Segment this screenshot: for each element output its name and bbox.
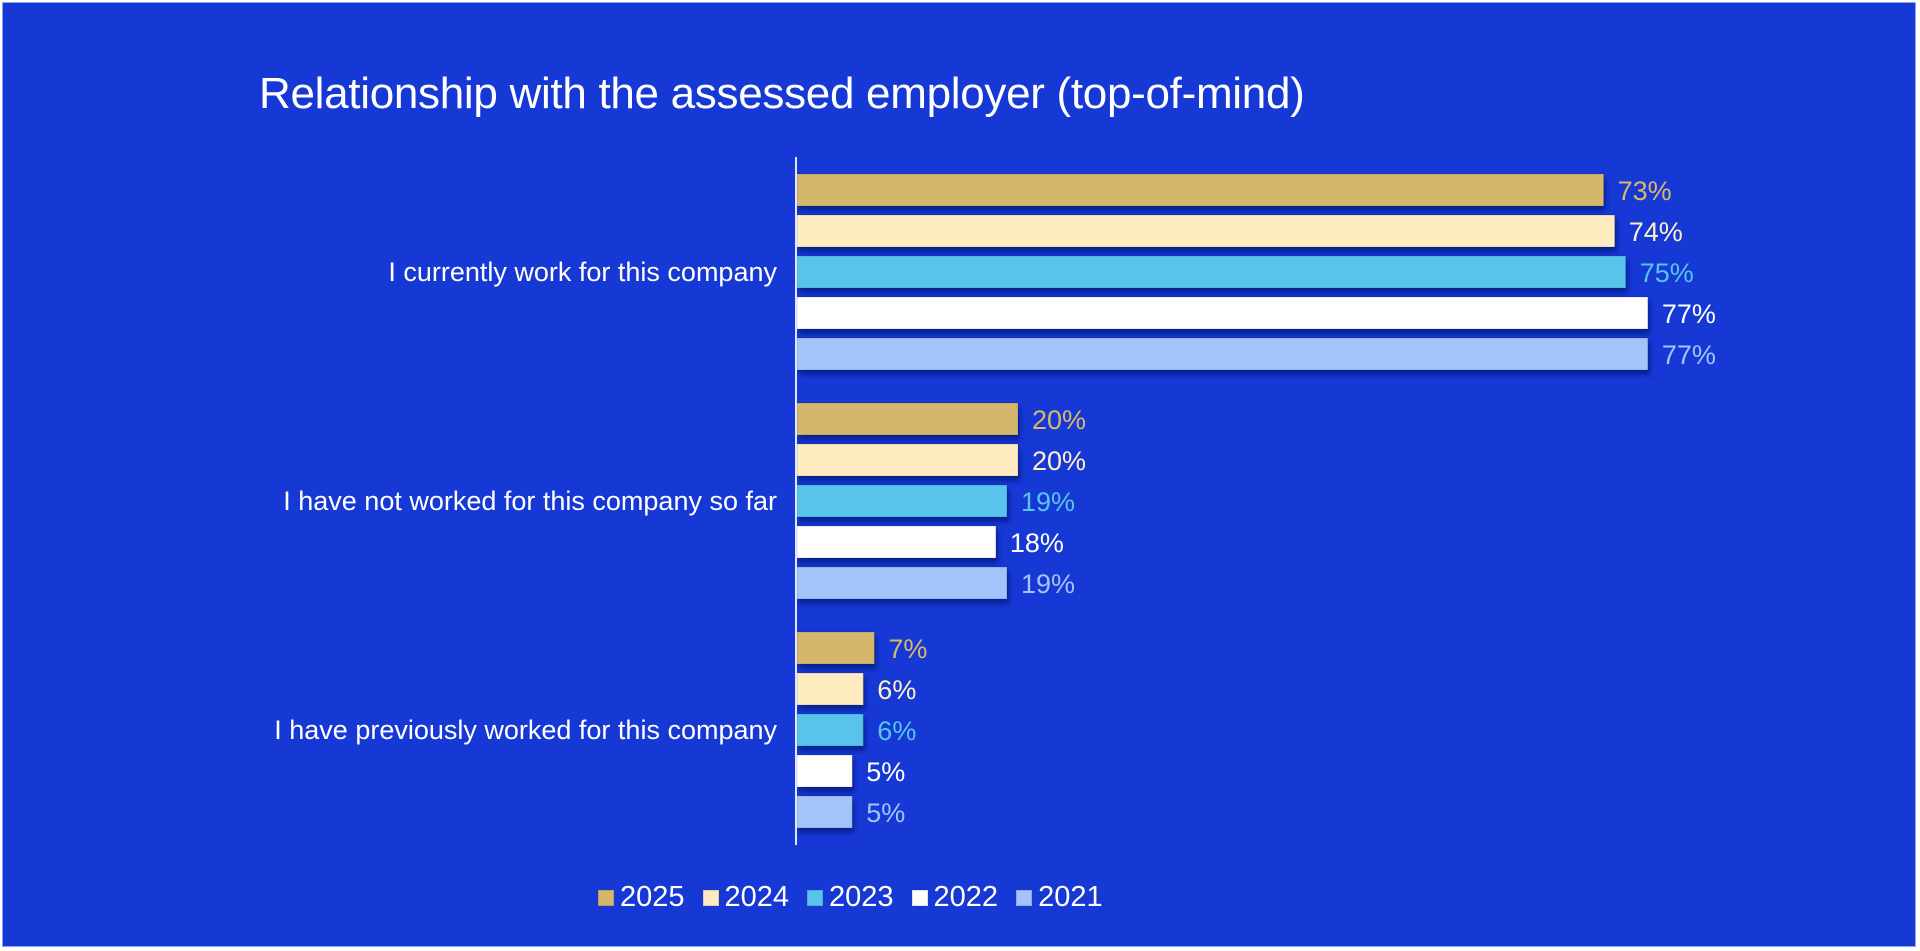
data-label-2023: 19%: [1021, 487, 1075, 517]
bar-2022: [796, 525, 997, 559]
legend-item-2022: 2022: [911, 881, 999, 914]
bar-2025: [796, 631, 875, 665]
data-label-2024: 6%: [877, 675, 916, 705]
legend-swatch-icon: [702, 889, 719, 906]
data-label-2023: 75%: [1640, 258, 1694, 288]
legend-label: 2023: [829, 881, 894, 913]
category-label: I currently work for this company: [388, 257, 777, 287]
legend-swatch-icon: [911, 889, 928, 906]
bar-2023: [796, 255, 1627, 289]
data-label-2022: 18%: [1010, 528, 1064, 558]
bar-2021: [796, 337, 1649, 371]
legend-label: 2024: [724, 881, 790, 913]
legend-swatch-icon: [1016, 889, 1033, 906]
bar-2021: [796, 795, 853, 829]
bar-2021: [796, 566, 1008, 600]
data-label-2021: 19%: [1021, 569, 1075, 599]
data-label-2022: 5%: [866, 757, 905, 787]
legend-label: 2021: [1038, 881, 1103, 913]
bar-2025: [796, 173, 1605, 207]
legend-item-2023: 2023: [807, 881, 894, 914]
legend-label: 2022: [933, 881, 999, 913]
bar-2023: [796, 713, 864, 747]
chart-legend: 2025 2024 2023 2022 2021: [598, 881, 1103, 914]
data-label-2025: 7%: [888, 634, 927, 664]
data-label-2025: 73%: [1618, 176, 1672, 206]
data-label-2021: 77%: [1662, 340, 1716, 370]
legend-item-2021: 2021: [1016, 881, 1103, 914]
legend-swatch-icon: [807, 889, 824, 906]
bar-2025: [796, 402, 1019, 436]
data-label-2023: 6%: [877, 716, 916, 746]
data-label-2024: 74%: [1629, 217, 1683, 247]
bar-2024: [796, 443, 1019, 477]
category-label: I have previously worked for this compan…: [274, 715, 777, 745]
data-label-2021: 5%: [866, 798, 905, 828]
legend-label: 2025: [620, 881, 685, 913]
category-label: I have not worked for this company so fa…: [283, 486, 777, 516]
bar-2022: [796, 754, 853, 788]
chart-title: Relationship with the assessed employer …: [259, 69, 1305, 118]
legend-item-2025: 2025: [598, 881, 685, 914]
legend-item-2024: 2024: [702, 881, 790, 914]
bar-2022: [796, 296, 1649, 330]
bar-2024: [796, 672, 864, 706]
legend-swatch-icon: [598, 889, 614, 906]
data-label-2025: 20%: [1032, 405, 1086, 435]
bar-2024: [796, 214, 1616, 248]
data-label-2024: 20%: [1032, 446, 1086, 476]
data-label-2022: 77%: [1662, 299, 1716, 329]
bar-2023: [796, 484, 1008, 518]
